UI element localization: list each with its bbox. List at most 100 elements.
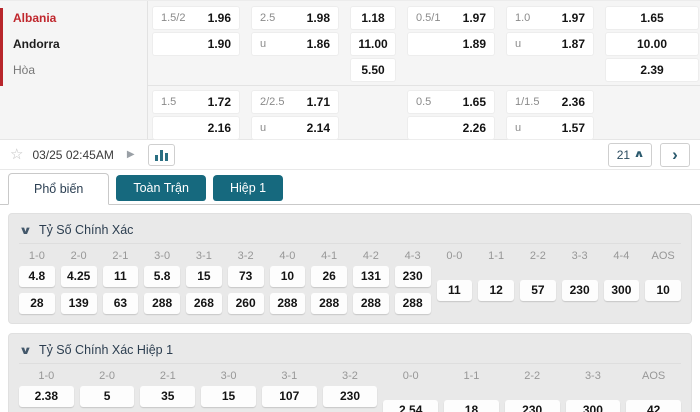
odds-cell[interactable]: 2.39: [606, 59, 698, 81]
score-odds-cell[interactable]: 230: [504, 399, 560, 412]
bar-chart-icon: [154, 149, 168, 161]
section-header[interactable]: ∨ Tỷ Số Chính Xác: [19, 220, 681, 244]
score-odds-cell[interactable]: 139: [60, 293, 97, 314]
score-odds-cell[interactable]: 35: [140, 386, 196, 407]
stats-chart-button[interactable]: [147, 143, 175, 166]
odds-cell[interactable]: u 1.87: [507, 33, 593, 55]
score-odds-cell[interactable]: 63: [102, 293, 139, 314]
odds-cell[interactable]: 0.5/1 1.97: [408, 7, 494, 29]
score-odds-cell[interactable]: 11: [102, 266, 139, 287]
handicap-label: u: [260, 38, 267, 50]
score-cells: 42: [626, 386, 681, 412]
score-odds-cell[interactable]: 42: [626, 399, 681, 412]
score-odds-cell[interactable]: 28: [19, 293, 55, 314]
score-odds-cell[interactable]: 5: [79, 386, 135, 407]
score-odds-cell[interactable]: 300: [565, 399, 621, 412]
odds-cell[interactable]: 10.00: [606, 33, 698, 55]
score-odds-cell[interactable]: 2.38: [19, 386, 74, 407]
odds-column: 1.5 1.72 2.16: [153, 91, 239, 139]
score-column: 3-1 15 268: [186, 249, 222, 314]
odds-value: 1.87: [561, 37, 585, 51]
score-column: 2-2 230: [504, 369, 560, 412]
odds-empty-slot: [153, 59, 239, 81]
score-odds-cell[interactable]: 15: [186, 266, 222, 287]
tab-full-match[interactable]: Toàn Trận: [116, 175, 206, 201]
score-odds-cell[interactable]: 57: [520, 279, 556, 301]
odds-empty-slot: [252, 59, 338, 81]
odds-cell[interactable]: 11.00: [351, 33, 395, 55]
score-odds-cell[interactable]: 4.8: [19, 266, 55, 287]
odds-value: 1.90: [207, 37, 231, 51]
score-cells: 300: [603, 266, 640, 314]
score-column: 4-4 300: [603, 249, 640, 314]
play-icon[interactable]: ▶: [126, 149, 135, 160]
score-odds-cell[interactable]: 15: [201, 386, 256, 407]
odds-board: Albania Andorra Hòa 1.5/2 1.96 1.90 2.5 1.98…: [0, 1, 700, 139]
score-odds-cell[interactable]: 300: [603, 279, 640, 301]
odds-cell[interactable]: 1.5 1.72: [153, 91, 239, 113]
favorite-star-icon[interactable]: ☆: [10, 146, 24, 163]
odds-cell[interactable]: 1.89: [408, 33, 494, 55]
odds-cell[interactable]: 0.5 1.65: [408, 91, 494, 113]
score-cells: 73 260: [227, 266, 264, 314]
next-button[interactable]: ›: [660, 142, 690, 167]
odds-cell[interactable]: 1/1.5 2.36: [507, 91, 593, 113]
score-label: 3-3: [571, 250, 588, 262]
score-label: 1-1: [463, 370, 480, 382]
odds-cell[interactable]: 5.50: [351, 59, 395, 81]
odds-cell[interactable]: 1.65: [606, 7, 698, 29]
score-column: 1-1 12: [478, 249, 514, 314]
tab-first-half[interactable]: Hiệp 1: [212, 175, 284, 201]
score-odds-cell[interactable]: 11: [436, 279, 473, 301]
tab-popular[interactable]: Phổ biến: [8, 173, 110, 205]
score-odds-cell[interactable]: 73: [227, 266, 264, 287]
odds-cell[interactable]: 1.18: [351, 7, 395, 29]
odds-cell[interactable]: 1.0 1.97: [507, 7, 593, 29]
odds-column: 1.5/2 1.96 1.90: [153, 7, 239, 81]
score-cells: 5.8 288: [144, 266, 180, 314]
section-header[interactable]: ∨ Tỷ Số Chính Xác Hiệp 1: [19, 340, 681, 364]
score-odds-cell[interactable]: 230: [394, 266, 431, 287]
score-column: 3-2 230248: [322, 369, 378, 412]
score-odds-cell[interactable]: 288: [394, 293, 431, 314]
score-odds-cell[interactable]: 10: [645, 279, 681, 301]
score-odds-cell[interactable]: 12: [478, 279, 514, 301]
score-odds-cell[interactable]: 288: [311, 293, 347, 314]
odds-cell[interactable]: u 1.86: [252, 33, 338, 55]
odds-cell[interactable]: u 1.57: [507, 117, 593, 139]
odds-cell[interactable]: 2.5 1.98: [252, 7, 338, 29]
score-odds-cell[interactable]: 230: [561, 279, 598, 301]
score-odds-cell[interactable]: 26: [311, 266, 347, 287]
score-odds-cell[interactable]: 10: [269, 266, 306, 287]
market-count-button[interactable]: 21 ∧: [608, 142, 652, 167]
score-odds-cell[interactable]: 4.25: [60, 266, 97, 287]
odds-value: 2.26: [462, 121, 486, 135]
chevron-up-icon: ∧: [633, 149, 645, 160]
score-column: 3-3 300: [565, 369, 621, 412]
score-odds-cell[interactable]: 268: [186, 293, 222, 314]
score-odds-cell[interactable]: 18: [444, 399, 499, 412]
odds-cell[interactable]: 1.5/2 1.96: [153, 7, 239, 29]
score-odds-cell[interactable]: 131: [353, 266, 389, 287]
odds-empty-slot: [507, 59, 593, 81]
score-odds-cell[interactable]: 230: [322, 386, 378, 407]
odds-cell[interactable]: u 2.14: [252, 117, 338, 139]
score-odds-cell[interactable]: 288: [353, 293, 389, 314]
score-odds-cell[interactable]: 107: [261, 386, 317, 407]
odds-cell[interactable]: 2/2.5 1.71: [252, 91, 338, 113]
score-column: 4-2 131 288: [353, 249, 389, 314]
odds-value: 2.16: [207, 121, 231, 135]
odds-value: 1.72: [207, 95, 231, 109]
odds-column: [606, 91, 698, 139]
score-odds-cell[interactable]: 5.8: [144, 266, 180, 287]
odds-cell[interactable]: 2.26: [408, 117, 494, 139]
score-odds-cell[interactable]: 288: [269, 293, 306, 314]
score-odds-cell[interactable]: 260: [227, 293, 264, 314]
score-odds-cell[interactable]: 2.54: [383, 399, 439, 412]
odds-empty-slot: [408, 59, 494, 81]
odds-cell[interactable]: 2.16: [153, 117, 239, 139]
odds-cell[interactable]: 1.90: [153, 33, 239, 55]
handicap-label: 0.5/1: [416, 12, 441, 24]
score-label: 3-1: [281, 370, 298, 382]
score-odds-cell[interactable]: 288: [144, 293, 180, 314]
